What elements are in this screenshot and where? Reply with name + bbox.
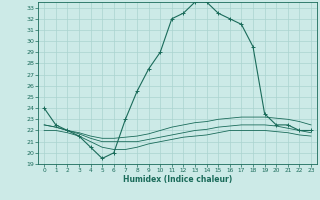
X-axis label: Humidex (Indice chaleur): Humidex (Indice chaleur) <box>123 175 232 184</box>
